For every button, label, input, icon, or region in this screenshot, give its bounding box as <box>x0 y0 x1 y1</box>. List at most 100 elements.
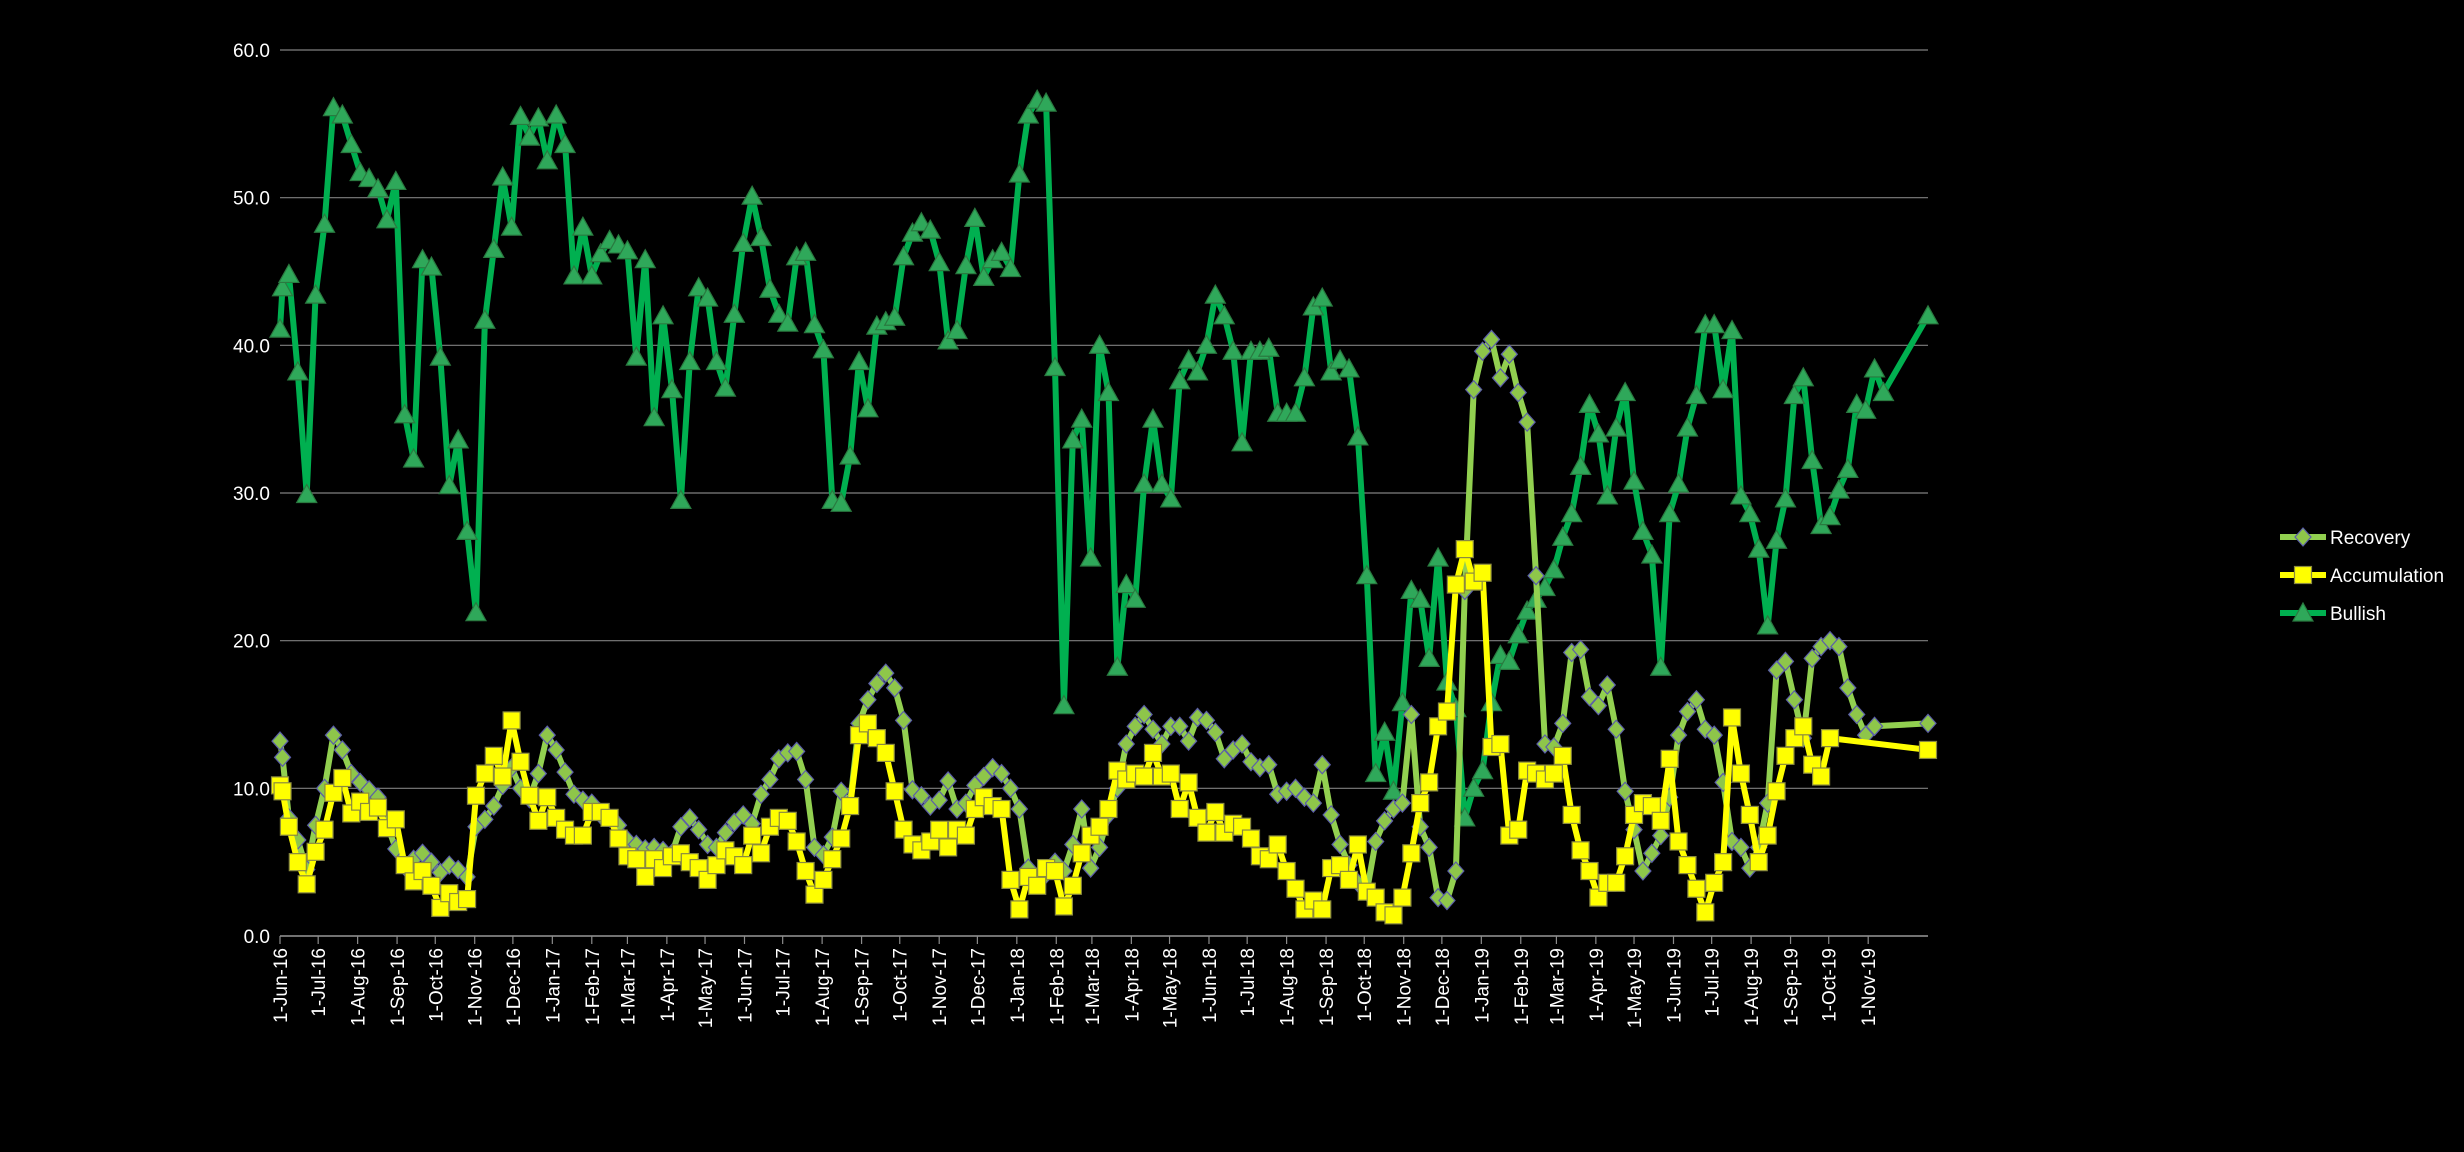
data-point-accumulation <box>315 820 334 839</box>
x-tick-label: 1-Aug-17 <box>813 948 834 1026</box>
data-point-bullish <box>1596 484 1619 505</box>
data-point-recovery <box>1919 713 1937 734</box>
data-point-accumulation <box>1268 835 1287 854</box>
data-point-recovery <box>1170 716 1189 737</box>
legend-label-accumulation: Accumulation <box>2330 566 2444 587</box>
data-point-bullish <box>1551 526 1574 546</box>
data-point-bullish <box>1649 656 1672 676</box>
x-tick-label: 1-Nov-16 <box>466 948 487 1026</box>
data-point-bullish <box>1213 304 1236 325</box>
data-point-accumulation <box>288 853 307 872</box>
data-point-recovery <box>1491 367 1510 388</box>
data-point-recovery <box>1687 689 1706 710</box>
data-point-bullish <box>1640 543 1663 564</box>
data-point-recovery <box>1634 861 1652 881</box>
legend: Recovery Accumulation Bullish <box>2280 527 2444 625</box>
data-point-accumulation <box>538 788 557 807</box>
data-point-recovery <box>885 678 904 698</box>
data-point-bullish <box>438 474 461 495</box>
data-point-recovery <box>1865 716 1884 737</box>
data-point-bullish <box>883 306 906 326</box>
x-tick-label: 1-Aug-19 <box>1742 948 1763 1026</box>
data-point-bullish <box>271 276 294 297</box>
data-point-bullish <box>660 378 683 399</box>
data-point-bullish <box>1293 366 1316 387</box>
data-point-bullish <box>562 264 585 285</box>
data-point-accumulation <box>297 875 316 894</box>
data-point-recovery <box>1402 704 1421 725</box>
data-point-recovery <box>1010 799 1029 819</box>
data-point-bullish <box>509 105 532 126</box>
data-point-accumulation <box>1393 888 1412 907</box>
data-point-bullish <box>268 317 292 338</box>
data-point-bullish <box>1150 472 1173 493</box>
data-point-accumulation <box>1678 856 1697 875</box>
data-point-accumulation <box>1402 844 1421 863</box>
data-point-bullish <box>1756 614 1779 635</box>
data-point-accumulation <box>796 861 815 881</box>
data-point-bullish <box>1605 416 1628 437</box>
data-point-accumulation <box>1339 870 1359 889</box>
x-tick-label: 1-Dec-18 <box>1433 948 1454 1026</box>
data-point-recovery <box>1366 831 1385 852</box>
data-point-accumulation <box>1090 817 1109 836</box>
data-point-bullish <box>1115 573 1138 594</box>
data-point-accumulation <box>627 850 646 869</box>
x-tick-label: 1-Mar-18 <box>1083 948 1104 1025</box>
data-point-accumulation <box>1794 717 1813 736</box>
data-point-accumulation <box>1669 832 1688 851</box>
legend-item-recovery: Recovery <box>2280 527 2411 549</box>
data-point-accumulation <box>1001 870 1020 889</box>
data-point-bullish <box>1061 428 1084 449</box>
data-point-bullish <box>286 360 309 381</box>
x-tick-label: 1-Oct-17 <box>891 948 912 1022</box>
data-point-accumulation <box>751 844 771 863</box>
data-point-recovery <box>1643 843 1661 864</box>
legend-label-recovery: Recovery <box>2330 528 2411 549</box>
data-point-bullish <box>750 226 773 247</box>
data-point-accumulation <box>1411 793 1430 813</box>
data-point-bullish <box>1712 378 1735 399</box>
data-point-recovery <box>1464 379 1483 400</box>
data-point-recovery <box>868 673 886 694</box>
data-point-accumulation <box>939 838 958 857</box>
y-tick-label: 40.0 <box>233 336 270 357</box>
data-point-bullish <box>937 329 960 350</box>
data-point-accumulation <box>1384 906 1403 925</box>
legend-marker-bullish <box>2291 601 2315 622</box>
y-tick-label: 0.0 <box>244 927 270 948</box>
data-point-bullish <box>1685 384 1708 405</box>
data-point-bullish <box>340 133 363 154</box>
data-point-bullish <box>1801 449 1824 470</box>
data-point-recovery <box>271 731 289 751</box>
data-point-bullish <box>1106 656 1129 676</box>
data-point-bullish <box>1222 340 1245 360</box>
data-point-bullish <box>1088 334 1111 354</box>
y-tick-label: 10.0 <box>233 779 270 800</box>
data-point-bullish <box>945 319 969 340</box>
x-tick-label: 1-Nov-17 <box>930 948 951 1026</box>
data-point-bullish <box>331 103 354 124</box>
data-point-bullish <box>972 266 995 287</box>
x-tick-label: 1-Aug-16 <box>349 948 370 1026</box>
y-tick-label: 20.0 <box>233 632 270 653</box>
data-point-recovery <box>1776 651 1795 672</box>
data-point-accumulation <box>368 798 388 817</box>
data-point-bullish <box>625 345 648 366</box>
data-point-recovery <box>1179 731 1198 751</box>
legend-label-bullish: Bullish <box>2330 604 2386 625</box>
data-point-accumulation <box>1028 876 1047 895</box>
data-point-recovery <box>787 741 806 762</box>
data-point-accumulation <box>1010 900 1029 919</box>
data-point-bullish <box>456 520 479 540</box>
data-point-bullish <box>491 165 514 186</box>
data-point-bullish <box>687 276 710 297</box>
data-point-recovery <box>1527 565 1545 586</box>
data-point-accumulation <box>1660 749 1679 768</box>
data-point-recovery <box>1803 648 1821 669</box>
data-point-recovery <box>476 809 494 830</box>
data-point-accumulation <box>787 832 806 851</box>
data-point-recovery <box>1393 793 1412 814</box>
series-layer <box>268 88 1940 925</box>
